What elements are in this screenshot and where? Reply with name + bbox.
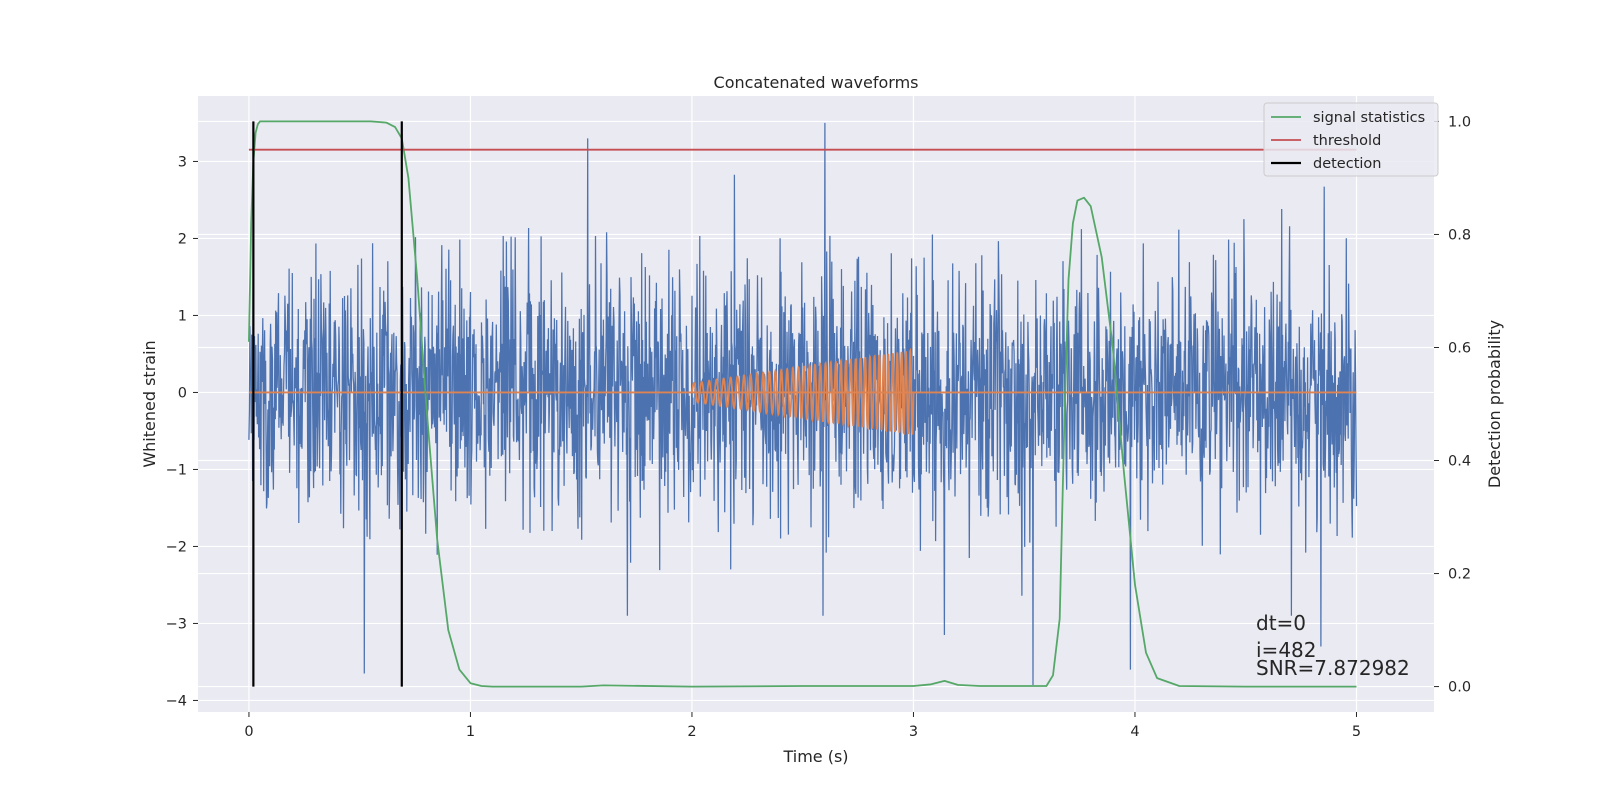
x-tick-label: 3 — [909, 724, 918, 740]
y2-tick-label: 0.8 — [1448, 227, 1471, 243]
y-tick-label: 0 — [178, 385, 187, 401]
x-tick-label: 2 — [687, 724, 696, 740]
legend-label-signal-statistics: signal statistics — [1313, 110, 1425, 126]
signal-statistics-line — [248, 120, 1357, 688]
x-tick-label: 0 — [244, 724, 253, 740]
annotations: dt=0 i=482 SNR=7.872982 — [1256, 611, 1410, 680]
annotation-index: i=482 — [1256, 638, 1317, 662]
x-tick-label: 5 — [1352, 724, 1361, 740]
right-axis-series — [248, 120, 1357, 688]
legend-label-threshold: threshold — [1313, 133, 1381, 149]
annotation-dt: dt=0 — [1256, 611, 1306, 635]
y-tick-label: 3 — [178, 154, 187, 170]
y2-tick-label: 0.4 — [1448, 454, 1471, 470]
y-tick-label: −3 — [166, 616, 187, 632]
x-axis-label: Time (s) — [782, 747, 848, 766]
annotation-snr: SNR=7.872982 — [1256, 656, 1410, 680]
template-series — [248, 347, 1357, 436]
template-chirp-line — [691, 347, 915, 436]
axis-ticks: 0 1 2 3 4 5 −4 −3 −2 −1 0 1 2 3 0.0 0.2 0.4 0.6 0.8 1.0 — [166, 114, 1471, 740]
legend: signal statistics threshold detection — [1263, 102, 1439, 177]
y-tick-label: 1 — [178, 308, 187, 324]
y-tick-label: −1 — [166, 462, 187, 478]
y2-tick-label: 0.6 — [1448, 340, 1471, 356]
y2-tick-label: 1.0 — [1448, 114, 1471, 130]
y-tick-label: 2 — [178, 231, 187, 247]
y2-axis-label: Detection probability — [1485, 320, 1504, 488]
strain-line — [248, 122, 1358, 686]
strain-series — [248, 122, 1358, 686]
x-tick-label: 4 — [1130, 724, 1139, 740]
x-tick-label: 1 — [466, 724, 475, 740]
y-axis-label: Whitened strain — [140, 340, 159, 467]
y2-tick-label: 0.0 — [1448, 680, 1471, 696]
legend-box — [1263, 102, 1439, 177]
legend-label-detection: detection — [1313, 156, 1381, 172]
y-tick-label: −2 — [166, 539, 187, 555]
y2-tick-label: 0.2 — [1448, 567, 1471, 583]
y-tick-label: −4 — [166, 693, 187, 709]
chart-title: Concatenated waveforms — [714, 73, 919, 92]
